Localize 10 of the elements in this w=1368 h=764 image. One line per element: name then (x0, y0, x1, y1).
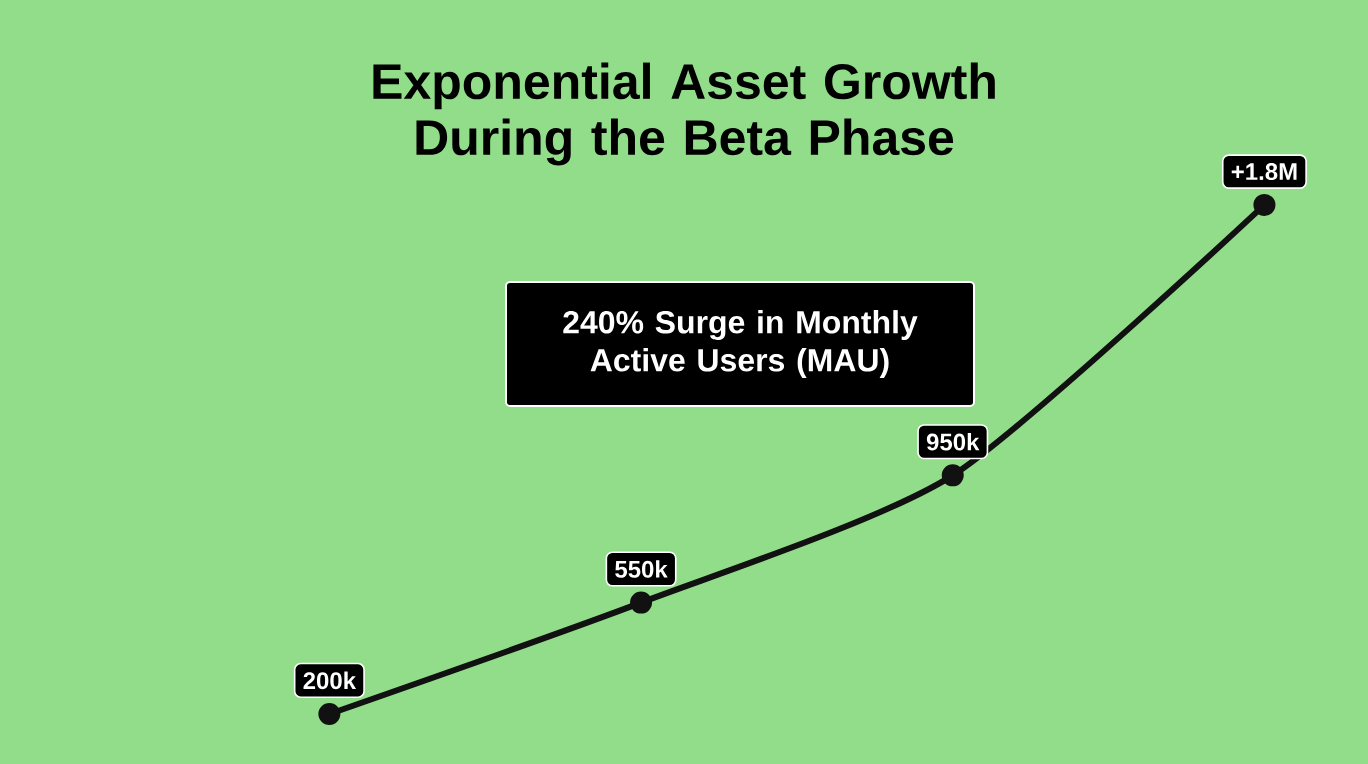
point (318, 702, 341, 725)
data-label: +1.8M (1231, 163, 1297, 181)
data-label: 200k (303, 671, 357, 690)
data-label: 550k (615, 560, 668, 578)
point (941, 464, 964, 487)
data-label: 950k (926, 432, 980, 451)
annotation: 240% Surge in Monthly Active Users (MAU) (563, 310, 918, 378)
point (630, 591, 653, 614)
point (1253, 193, 1276, 216)
chart-title: Exponential Asset Growth During the Beta Phase (373, 62, 995, 166)
